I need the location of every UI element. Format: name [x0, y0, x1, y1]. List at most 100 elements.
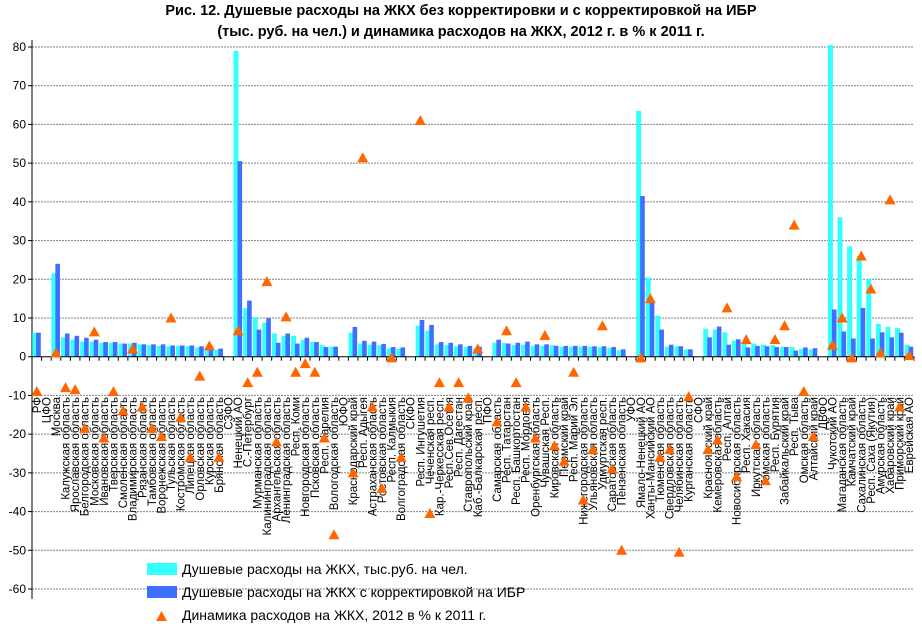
- category-label: Кар.-Черкесская респ.: [434, 397, 446, 516]
- category-label: Вологодская область: [329, 397, 341, 510]
- dynamics-marker: [568, 366, 580, 377]
- category-label: Чукотский АО: [828, 397, 840, 470]
- dynamics-marker: [280, 311, 292, 322]
- dynamics-marker: [165, 312, 177, 323]
- bar-per-capita: [214, 349, 220, 357]
- bar-adjusted: [93, 339, 99, 357]
- category-label: Астраханская область: [367, 397, 379, 516]
- bar-adjusted: [179, 345, 185, 357]
- bar-per-capita: [463, 347, 469, 357]
- dynamics-marker: [903, 350, 915, 361]
- dynamics-marker: [107, 386, 119, 397]
- category-label: Рязанская область: [137, 397, 149, 498]
- bar-adjusted: [170, 345, 176, 357]
- bar-per-capita: [837, 217, 843, 357]
- y-tick-label: 60: [13, 117, 27, 131]
- category-label: Архангельская область: [271, 397, 283, 521]
- bar-per-capita: [147, 345, 153, 357]
- category-label: Сахалинская область: [856, 397, 868, 513]
- legend-swatch-cyan: [147, 563, 177, 575]
- bar-per-capita: [454, 346, 460, 357]
- legend: Душевые расходы на ЖКХ, тыс.руб. на чел.…: [147, 561, 525, 623]
- category-label: Мурманская область: [252, 397, 264, 509]
- category-label: Тульская область: [166, 397, 178, 491]
- bar-per-capita: [760, 344, 766, 357]
- bar-adjusted: [851, 338, 856, 357]
- bar-adjusted: [525, 341, 530, 357]
- bar-per-capita: [779, 346, 785, 357]
- dynamics-marker: [587, 444, 599, 455]
- bar-adjusted: [505, 343, 511, 357]
- dynamics-marker: [146, 422, 158, 433]
- category-label: Респ. Мордовия: [521, 397, 533, 483]
- dynamics-marker: [472, 343, 484, 354]
- bar-adjusted: [141, 344, 147, 357]
- bars: [32, 45, 914, 357]
- bar-per-capita: [175, 345, 181, 357]
- bar-per-capita: [300, 339, 306, 357]
- bar-per-capita: [616, 350, 622, 357]
- category-label: ДВФО: [818, 397, 830, 430]
- dynamics-marker: [769, 334, 781, 345]
- category-label: СФО: [693, 397, 705, 423]
- dynamics-marker: [520, 401, 532, 412]
- bar-per-capita: [415, 325, 421, 357]
- bar-per-capita: [329, 346, 335, 357]
- bar-per-capita: [204, 347, 210, 357]
- bar-per-capita: [674, 346, 680, 357]
- dynamics-marker: [491, 416, 503, 427]
- bar-adjusted: [803, 347, 808, 357]
- bar-per-capita: [895, 328, 901, 357]
- bar-per-capita: [60, 337, 66, 357]
- dynamics-marker: [894, 401, 906, 412]
- category-label: Смоленская область: [118, 397, 130, 508]
- dynamics-marker: [798, 386, 810, 397]
- category-label: Псковская область: [310, 397, 322, 498]
- y-tick-label: 70: [13, 79, 27, 93]
- bar-per-capita: [712, 329, 718, 357]
- bar-per-capita: [597, 347, 603, 357]
- bar-per-capita: [434, 344, 440, 357]
- legend-label-blue: Душевые расходы на ЖКХ с корректировкой …: [182, 584, 525, 600]
- bar-per-capita: [827, 45, 833, 357]
- dynamics-marker: [558, 455, 570, 466]
- category-label: Калужская область: [61, 397, 73, 500]
- bar-adjusted: [55, 263, 60, 357]
- bar-adjusted: [764, 346, 770, 357]
- bar-adjusted: [199, 346, 204, 357]
- bar-adjusted: [381, 343, 386, 357]
- chart-title-line-2: (тыс. руб. на чел.) и динамика расходов …: [217, 24, 704, 40]
- bar-adjusted: [879, 332, 885, 357]
- bar-per-capita: [722, 332, 728, 357]
- category-label: ЮФО: [339, 397, 351, 426]
- category-label: Калининградская область: [262, 397, 274, 535]
- bar-adjusted: [438, 342, 444, 357]
- dynamics-marker: [117, 405, 129, 416]
- category-label: Курская область: [204, 397, 216, 485]
- category-label: Московская область: [89, 397, 101, 506]
- bar-adjusted: [668, 344, 674, 357]
- bar-per-capita: [501, 343, 507, 357]
- category-label: Респ. Коми: [291, 397, 303, 456]
- bar-adjusted: [333, 346, 338, 357]
- dynamics-marker: [731, 471, 743, 482]
- bar-per-capita: [645, 277, 651, 357]
- y-tick-label: 40: [13, 195, 27, 209]
- y-tick-label: 20: [13, 272, 27, 286]
- bar-per-capita: [156, 345, 162, 357]
- dynamics-marker: [414, 115, 426, 126]
- dynamics-marker: [213, 451, 225, 462]
- y-tick-label: -60: [9, 582, 27, 596]
- dynamics-marker: [779, 320, 791, 331]
- bar-per-capita: [396, 348, 402, 357]
- dynamics-marker: [453, 377, 465, 388]
- dynamics-marker: [750, 439, 762, 450]
- dynamics-marker: [88, 326, 100, 337]
- dynamics-marker: [510, 377, 522, 388]
- category-label: Респ.Сев.Осетия: [444, 397, 456, 488]
- dynamics-marker: [357, 152, 369, 163]
- dynamics-marker: [577, 494, 589, 505]
- bar-per-capita: [166, 346, 172, 357]
- bar-adjusted: [841, 331, 847, 357]
- chart-title-line-1: Рис. 12. Душевые расходы на ЖКХ без корр…: [165, 3, 757, 19]
